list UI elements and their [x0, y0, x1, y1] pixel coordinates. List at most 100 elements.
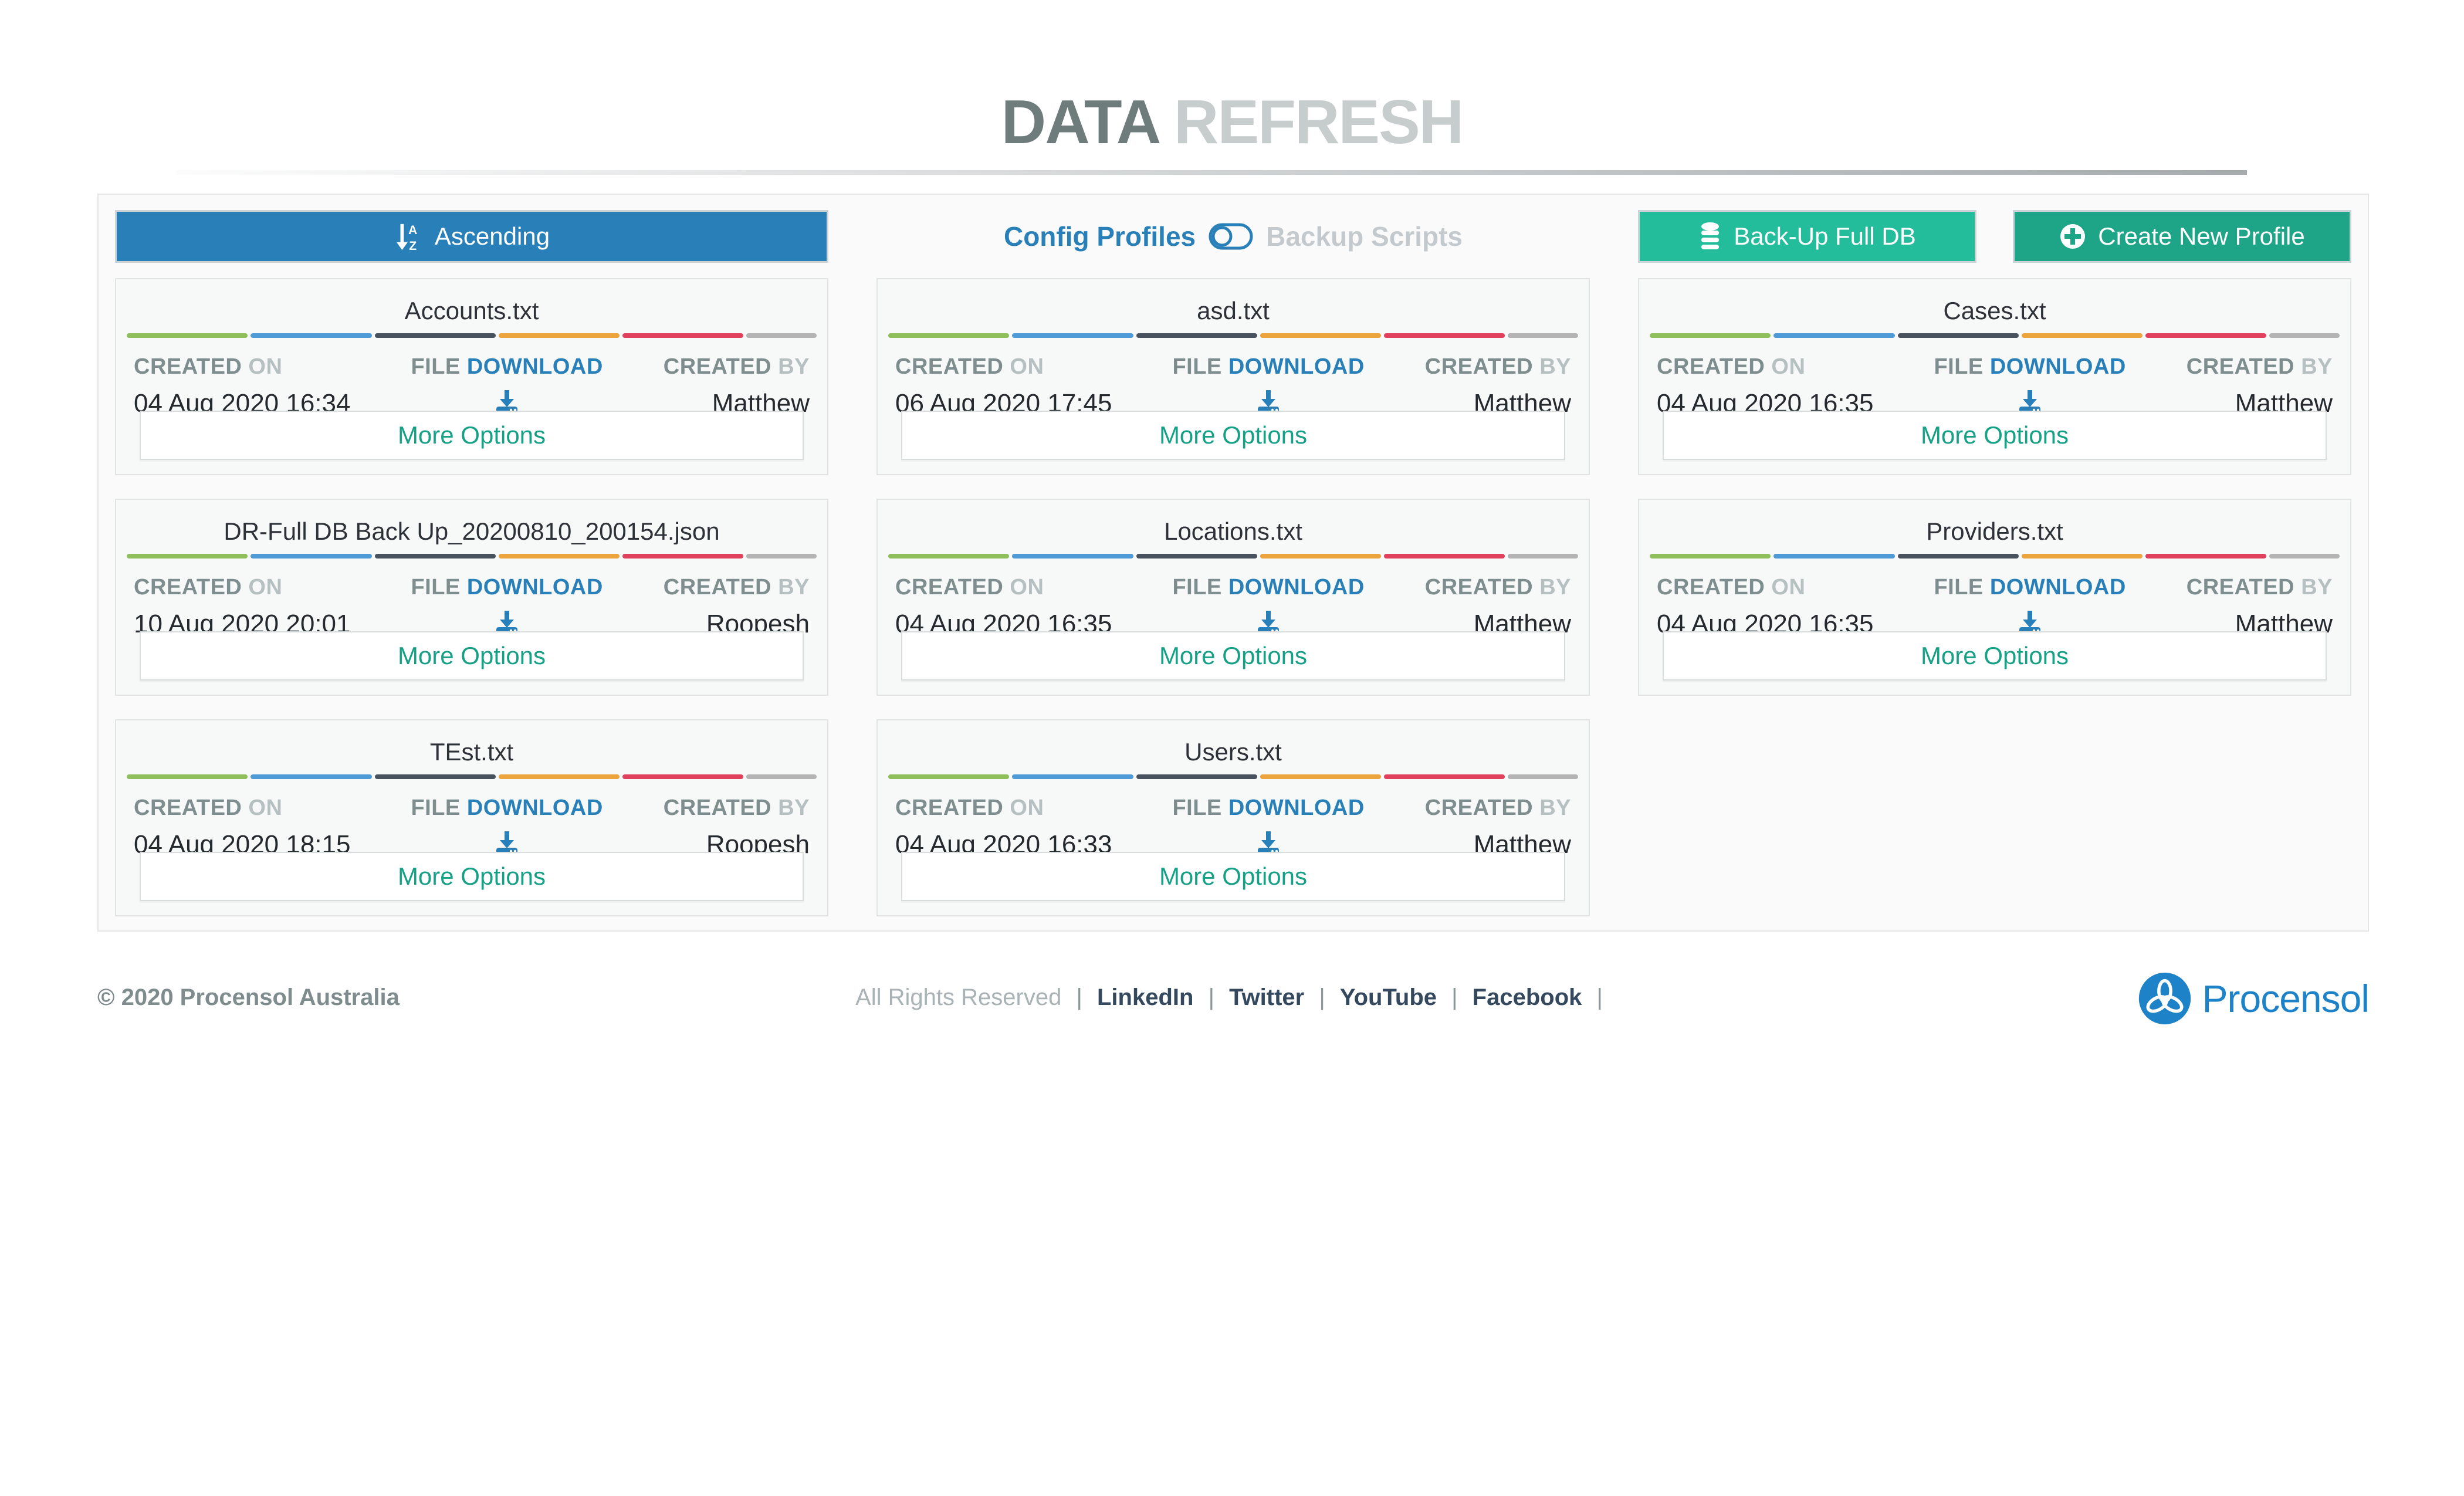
- file-card: Accounts.txt CREATED ON 04 Aug 2020 16:3…: [115, 278, 828, 475]
- card-meta: CREATED ON 06 Aug 2020 17:45 FILE DOWNLO…: [888, 354, 1578, 418]
- file-card: Cases.txt CREATED ON 04 Aug 2020 16:35 F…: [1638, 278, 2351, 475]
- more-options-button[interactable]: More Options: [901, 411, 1565, 460]
- more-options-button[interactable]: More Options: [140, 631, 804, 681]
- linkedin-link[interactable]: LinkedIn: [1096, 984, 1194, 1010]
- card-divider: [1650, 554, 2340, 559]
- sort-ascending-label: Ascending: [434, 222, 550, 250]
- card-divider: [1650, 333, 2340, 338]
- file-name: Cases.txt: [1943, 297, 2046, 324]
- more-options-button[interactable]: More Options: [140, 411, 804, 460]
- card-meta: CREATED ON 04 Aug 2020 16:35 FILE DOWNLO…: [1650, 354, 2340, 418]
- created-by-label: CREATED BY: [1424, 575, 1571, 600]
- card-divider: [888, 554, 1578, 559]
- toolbar-right: Back-Up Full DB Create New Profile: [1638, 210, 2351, 263]
- separator: |: [1596, 984, 1603, 1010]
- file-card: asd.txt CREATED ON 06 Aug 2020 17:45 FIL…: [876, 278, 1590, 475]
- created-by-label: CREATED BY: [2186, 354, 2333, 379]
- facebook-link[interactable]: Facebook: [1472, 984, 1582, 1010]
- card-meta: CREATED ON 04 Aug 2020 16:35 FILE DOWNLO…: [888, 575, 1578, 639]
- page-title-secondary: REFRESH: [1173, 87, 1464, 157]
- cards-grid: Accounts.txt CREATED ON 04 Aug 2020 16:3…: [115, 278, 2351, 916]
- card-meta: CREATED ON 04 Aug 2020 16:33 FILE DOWNLO…: [888, 796, 1578, 859]
- procensol-logo-text: Procensol: [2202, 977, 2370, 1020]
- rights-text: All Rights Reserved: [855, 984, 1062, 1010]
- main-panel: A Z Ascending Config Profiles Backup Scr…: [97, 194, 2369, 932]
- plus-circle-icon: [2059, 223, 2086, 250]
- sort-ascending-icon: A Z: [394, 221, 423, 253]
- file-name: Providers.txt: [1926, 517, 2063, 544]
- file-download-label: FILE DOWNLOAD: [1172, 796, 1365, 820]
- file-name: Accounts.txt: [404, 297, 539, 324]
- create-new-profile-button[interactable]: Create New Profile: [2013, 210, 2351, 263]
- card-divider: [127, 333, 817, 338]
- file-card: Locations.txt CREATED ON 04 Aug 2020 16:…: [876, 499, 1590, 696]
- separator: |: [1208, 984, 1214, 1010]
- toolbar: A Z Ascending Config Profiles Backup Scr…: [115, 210, 2351, 263]
- file-name: Users.txt: [1184, 738, 1282, 765]
- created-on-label: CREATED ON: [895, 796, 1044, 820]
- file-download-label: FILE DOWNLOAD: [1172, 354, 1365, 379]
- procensol-logo[interactable]: Procensol: [2138, 972, 2370, 1025]
- separator: |: [1451, 984, 1458, 1010]
- file-download-label: FILE DOWNLOAD: [411, 354, 603, 379]
- card-divider: [127, 774, 817, 779]
- separator: |: [1319, 984, 1325, 1010]
- page-title-primary: DATA: [1001, 87, 1159, 157]
- file-card: DR-Full DB Back Up_20200810_200154.json …: [115, 499, 828, 696]
- created-on-label: CREATED ON: [1657, 575, 1806, 600]
- copyright-text: © 2020 Procensol Australia: [97, 984, 400, 1010]
- footer-links: All Rights Reserved | LinkedIn | Twitter…: [855, 984, 1611, 1011]
- card-meta: CREATED ON 04 Aug 2020 16:34 FILE DOWNLO…: [127, 354, 817, 418]
- file-download-label: FILE DOWNLOAD: [411, 796, 603, 820]
- toggle-icon[interactable]: [1209, 223, 1253, 250]
- header-divider: [176, 170, 2247, 175]
- created-on-label: CREATED ON: [134, 354, 283, 379]
- file-name: asd.txt: [1197, 297, 1270, 324]
- database-icon: [1698, 222, 1722, 251]
- svg-text:Z: Z: [409, 239, 417, 252]
- created-by-label: CREATED BY: [2186, 575, 2333, 600]
- backup-full-db-button[interactable]: Back-Up Full DB: [1638, 210, 1976, 263]
- created-on-label: CREATED ON: [1657, 354, 1806, 379]
- created-on-label: CREATED ON: [134, 575, 283, 600]
- youtube-link[interactable]: YouTube: [1339, 984, 1437, 1010]
- twitter-link[interactable]: Twitter: [1229, 984, 1305, 1010]
- created-by-label: CREATED BY: [1424, 796, 1571, 820]
- card-divider: [127, 554, 817, 559]
- file-download-label: FILE DOWNLOAD: [411, 575, 603, 600]
- sort-ascending-button[interactable]: A Z Ascending: [115, 210, 828, 263]
- tab-config-profiles[interactable]: Config Profiles: [1003, 221, 1196, 252]
- procensol-logo-icon: [2138, 972, 2192, 1025]
- more-options-button[interactable]: More Options: [1663, 631, 2327, 681]
- created-on-label: CREATED ON: [895, 354, 1044, 379]
- created-on-label: CREATED ON: [134, 796, 283, 820]
- card-divider: [888, 774, 1578, 779]
- created-on-label: CREATED ON: [895, 575, 1044, 600]
- file-name: Locations.txt: [1164, 517, 1302, 544]
- created-by-label: CREATED BY: [663, 796, 810, 820]
- file-card: Users.txt CREATED ON 04 Aug 2020 16:33 F…: [876, 719, 1590, 916]
- card-meta: CREATED ON 04 Aug 2020 16:35 FILE DOWNLO…: [1650, 575, 2340, 639]
- more-options-button[interactable]: More Options: [140, 852, 804, 901]
- more-options-button[interactable]: More Options: [901, 852, 1565, 901]
- created-by-label: CREATED BY: [663, 354, 810, 379]
- file-card: Providers.txt CREATED ON 04 Aug 2020 16:…: [1638, 499, 2351, 696]
- file-download-label: FILE DOWNLOAD: [1934, 575, 2126, 600]
- view-switch: Config Profiles Backup Scripts: [876, 210, 1590, 263]
- file-name: DR-Full DB Back Up_20200810_200154.json: [224, 517, 720, 544]
- created-by-label: CREATED BY: [1424, 354, 1571, 379]
- create-new-profile-label: Create New Profile: [2098, 222, 2305, 250]
- tab-backup-scripts[interactable]: Backup Scripts: [1266, 221, 1463, 252]
- created-by-label: CREATED BY: [663, 575, 810, 600]
- separator: |: [1076, 984, 1082, 1010]
- more-options-button[interactable]: More Options: [1663, 411, 2327, 460]
- file-name: TEst.txt: [429, 738, 514, 765]
- footer: © 2020 Procensol Australia All Rights Re…: [97, 963, 2370, 1034]
- file-download-label: FILE DOWNLOAD: [1934, 354, 2126, 379]
- file-download-label: FILE DOWNLOAD: [1172, 575, 1365, 600]
- backup-full-db-label: Back-Up Full DB: [1734, 222, 1916, 250]
- page-title: DATA REFRESH: [0, 87, 2464, 158]
- more-options-button[interactable]: More Options: [901, 631, 1565, 681]
- card-divider: [888, 333, 1578, 338]
